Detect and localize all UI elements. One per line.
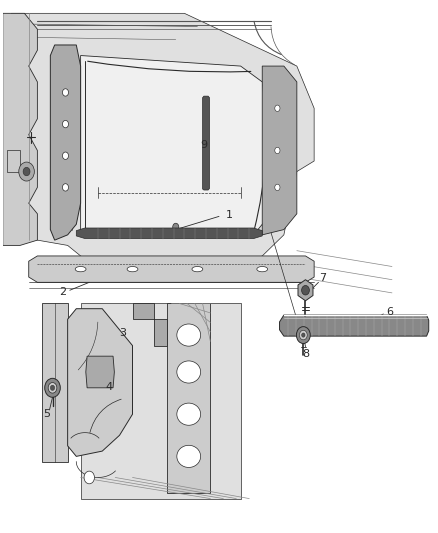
Text: 6: 6: [386, 308, 393, 317]
Polygon shape: [3, 13, 37, 245]
Text: 1: 1: [226, 211, 233, 220]
Circle shape: [19, 162, 34, 181]
Circle shape: [275, 184, 280, 191]
Polygon shape: [76, 228, 262, 239]
Ellipse shape: [75, 266, 86, 272]
Circle shape: [300, 330, 307, 340]
Circle shape: [63, 152, 68, 159]
Polygon shape: [262, 66, 297, 235]
Polygon shape: [167, 303, 210, 494]
Polygon shape: [50, 45, 81, 240]
Ellipse shape: [177, 361, 201, 383]
Ellipse shape: [257, 266, 268, 272]
Circle shape: [275, 147, 280, 154]
Polygon shape: [42, 303, 67, 462]
Text: 5: 5: [43, 409, 50, 419]
Circle shape: [63, 89, 68, 96]
Text: 7: 7: [319, 273, 326, 283]
Circle shape: [84, 471, 95, 484]
Polygon shape: [81, 55, 271, 235]
Ellipse shape: [192, 266, 203, 272]
Polygon shape: [7, 150, 20, 172]
Ellipse shape: [177, 403, 201, 425]
Polygon shape: [279, 315, 429, 336]
Text: 3: 3: [120, 328, 127, 338]
Circle shape: [297, 327, 310, 343]
Ellipse shape: [177, 324, 201, 346]
Circle shape: [302, 286, 309, 295]
Circle shape: [275, 105, 280, 111]
Polygon shape: [29, 256, 314, 282]
Ellipse shape: [127, 266, 138, 272]
Text: 9: 9: [200, 140, 208, 150]
Circle shape: [63, 184, 68, 191]
Polygon shape: [81, 303, 240, 498]
Text: 8: 8: [302, 349, 309, 359]
Polygon shape: [11, 13, 314, 266]
Circle shape: [173, 223, 179, 231]
Circle shape: [302, 333, 305, 337]
Ellipse shape: [177, 445, 201, 467]
Text: 4: 4: [105, 382, 112, 392]
Circle shape: [63, 120, 68, 128]
Circle shape: [23, 167, 30, 176]
Text: 2: 2: [59, 287, 66, 297]
Polygon shape: [86, 356, 114, 388]
Circle shape: [50, 385, 55, 391]
Polygon shape: [202, 96, 209, 190]
Polygon shape: [67, 309, 133, 456]
Circle shape: [45, 378, 60, 397]
Polygon shape: [133, 303, 167, 345]
Polygon shape: [298, 280, 313, 301]
Circle shape: [48, 383, 57, 393]
